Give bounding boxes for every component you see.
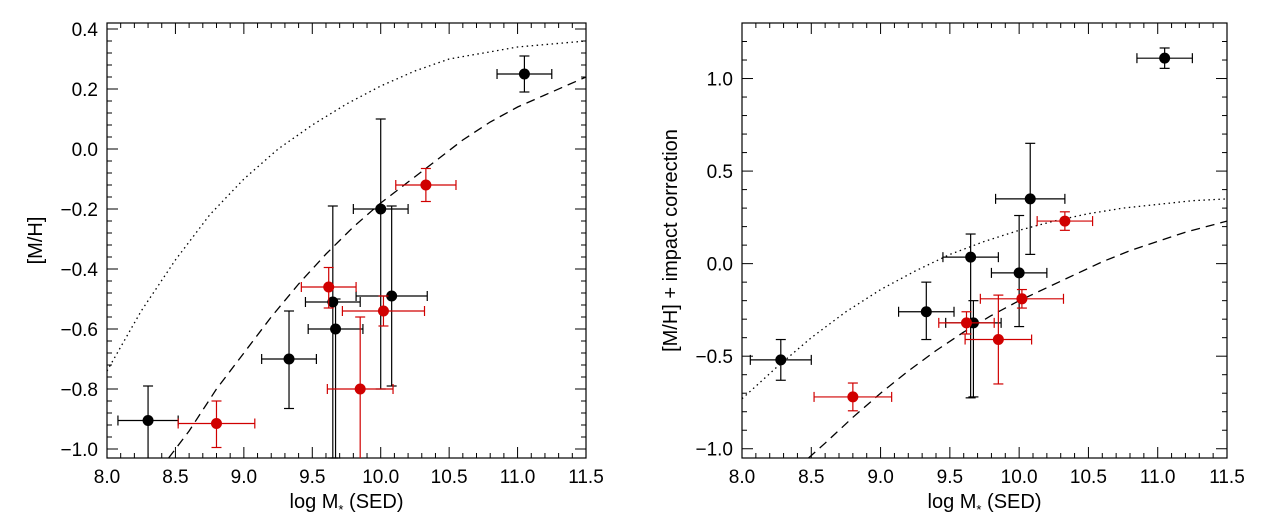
x-axis-label: log M* (SED) bbox=[290, 491, 404, 517]
x-tick-label: 10.5 bbox=[431, 467, 468, 488]
x-tick-label: 11.0 bbox=[1140, 467, 1176, 488]
y-tick-label: 1.0 bbox=[707, 70, 733, 91]
plot-frame bbox=[741, 22, 1228, 459]
x-tick-label: 8.5 bbox=[162, 467, 188, 488]
red-data-point bbox=[1016, 293, 1028, 305]
red-data-point bbox=[210, 418, 222, 429]
red-data-point bbox=[377, 305, 389, 317]
red-data-point bbox=[323, 281, 335, 293]
y-tick-label: 0.0 bbox=[72, 140, 98, 161]
y-tick-label: −0.2 bbox=[60, 200, 98, 221]
dashed-curve bbox=[808, 220, 1227, 458]
black-data-point bbox=[375, 203, 387, 215]
black-data-point bbox=[283, 353, 295, 365]
y-tick-label: 0.5 bbox=[707, 162, 733, 183]
black-data-point bbox=[775, 354, 787, 366]
x-tick-label: 8.0 bbox=[729, 467, 755, 488]
black-data-point bbox=[1159, 52, 1171, 64]
y-axis-label: [M/H] bbox=[25, 217, 47, 265]
red-data-point bbox=[847, 391, 859, 403]
red-data-point bbox=[960, 317, 972, 329]
x-axis-label: log M* (SED) bbox=[928, 491, 1042, 517]
x-tick-label: 10.5 bbox=[1070, 467, 1107, 488]
black-data-point bbox=[920, 306, 932, 318]
x-tick-label: 10.0 bbox=[362, 467, 399, 488]
y-tick-label: −0.4 bbox=[60, 260, 98, 281]
black-data-point bbox=[965, 251, 977, 263]
y-tick-label: −1.0 bbox=[695, 440, 733, 461]
y-tick-label: −1.0 bbox=[60, 440, 98, 461]
black-data-point bbox=[330, 323, 342, 335]
red-data-point bbox=[992, 334, 1004, 346]
y-tick-label: 0.0 bbox=[707, 255, 733, 276]
black-data-point bbox=[1013, 267, 1025, 279]
y-tick-label: −0.5 bbox=[695, 347, 733, 368]
black-data-point bbox=[518, 68, 530, 80]
x-tick-label: 9.0 bbox=[867, 467, 893, 488]
dashed-curve bbox=[168, 76, 586, 458]
y-tick-label: 0.4 bbox=[72, 20, 99, 41]
black-data-point bbox=[142, 415, 154, 426]
y-tick-label: −0.6 bbox=[60, 320, 98, 341]
x-tick-label: 11.0 bbox=[500, 467, 536, 488]
y-axis-label: [M/H] + impact correction bbox=[660, 129, 682, 352]
x-tick-label: 10.0 bbox=[1001, 467, 1038, 488]
y-tick-label: 0.2 bbox=[72, 80, 98, 101]
x-tick-label: 9.0 bbox=[231, 467, 257, 488]
right-panel: 8.0 8.5 9.0 9.5 10.0 10.5 11.0 11.5 −1.0 −0.5 0.0 0… bbox=[660, 22, 1245, 517]
x-tick-label: 11.5 bbox=[568, 467, 604, 488]
red-data-point bbox=[420, 179, 432, 191]
red-data-point bbox=[354, 383, 366, 395]
red-data-point bbox=[1059, 215, 1071, 227]
x-tick-label: 9.5 bbox=[299, 467, 325, 488]
x-tick-label: 8.0 bbox=[94, 467, 120, 488]
left-panel: 8.0 8.5 9.0 9.5 10.0 10.5 11.0 11.5 −1.0 −0.8 −0.6… bbox=[25, 20, 604, 517]
dotted-curve bbox=[107, 40, 586, 372]
x-tick-label: 9.5 bbox=[937, 467, 963, 488]
black-data-point bbox=[386, 290, 398, 302]
x-tick-label: 8.5 bbox=[798, 467, 824, 488]
plot-frame bbox=[106, 22, 587, 459]
x-tick-label: 11.5 bbox=[1209, 467, 1245, 488]
black-data-point bbox=[1024, 193, 1036, 205]
y-tick-label: −0.8 bbox=[60, 380, 98, 401]
